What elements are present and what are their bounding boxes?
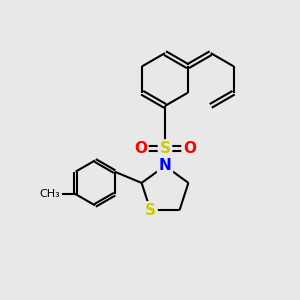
Text: S: S xyxy=(160,141,170,156)
Text: CH₃: CH₃ xyxy=(40,189,61,199)
Text: O: O xyxy=(183,141,196,156)
Text: S: S xyxy=(145,203,156,218)
Text: O: O xyxy=(134,141,147,156)
Text: N: N xyxy=(159,158,171,173)
